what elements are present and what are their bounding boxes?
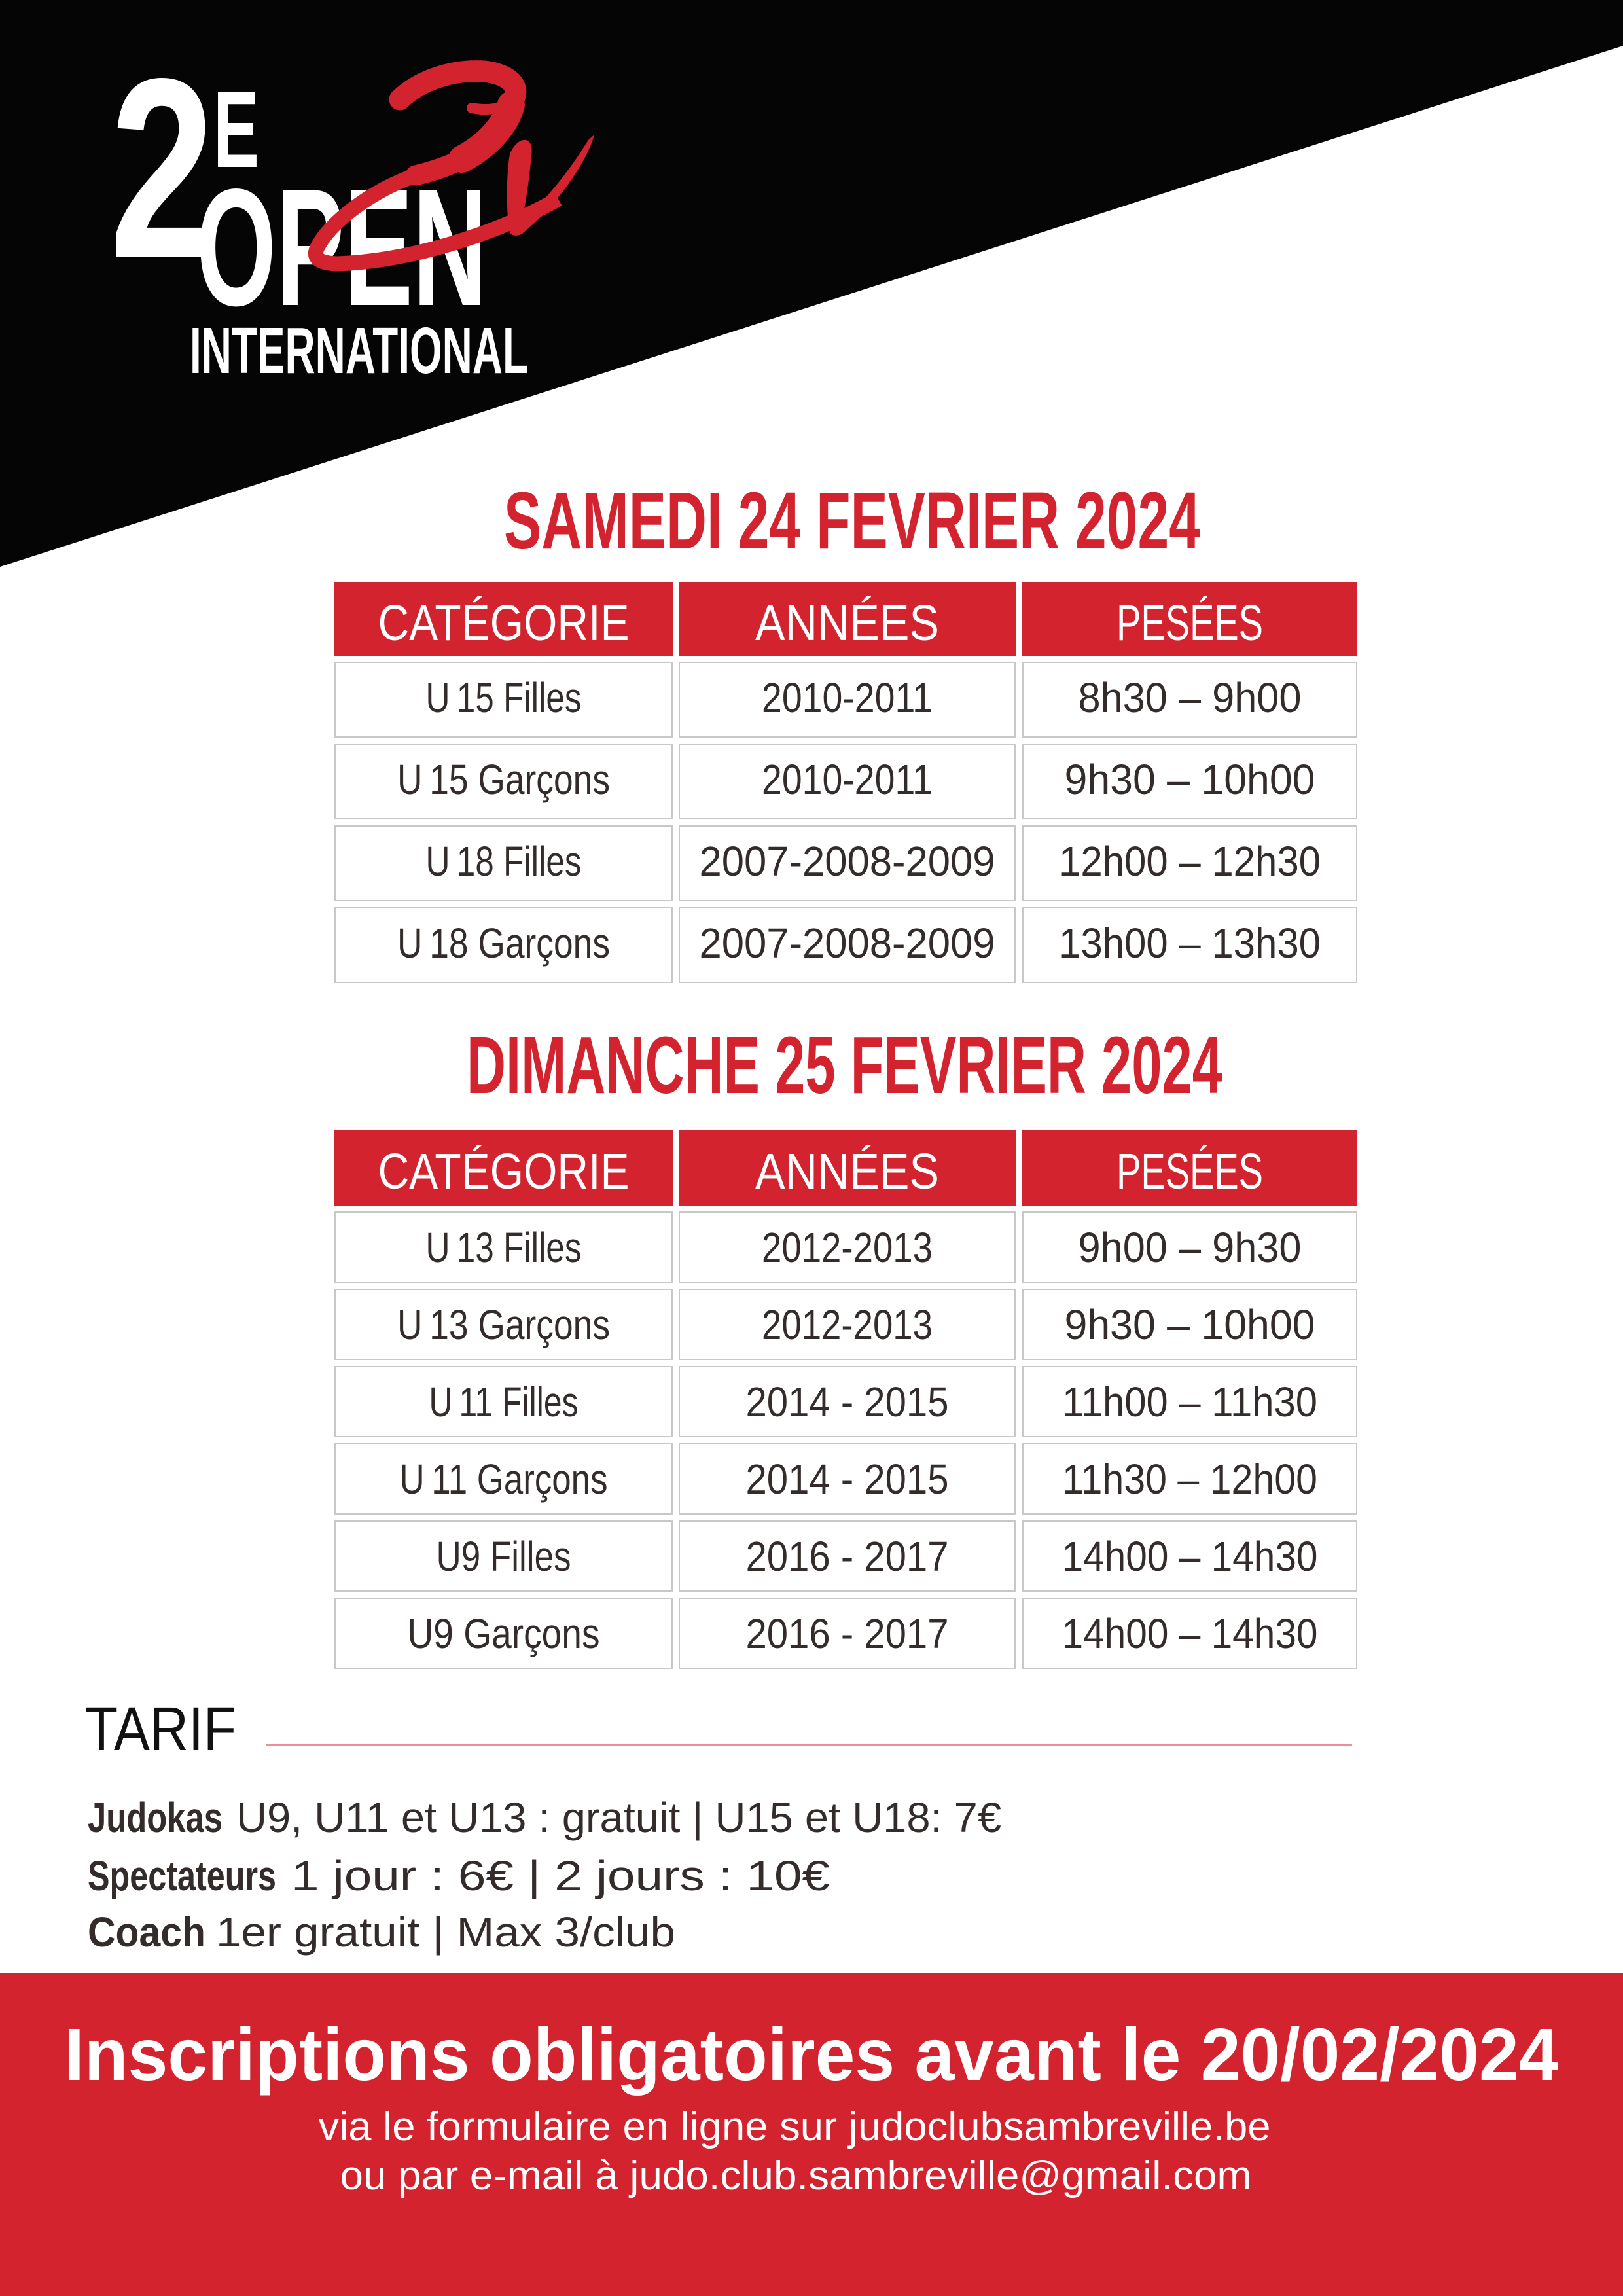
svg-text:2010-2011: 2010-2011 — [762, 674, 933, 721]
svg-text:U 18 Garçons: U 18 Garçons — [397, 920, 610, 967]
svg-text:Judokas: Judokas — [88, 1794, 223, 1841]
svg-text:Spectateurs: Spectateurs — [88, 1852, 276, 1899]
svg-text:8h30 – 9h00: 8h30 – 9h00 — [1079, 674, 1302, 721]
svg-text:DIMANCHE 25 FEVRIER 2024: DIMANCHE 25 FEVRIER 2024 — [467, 1021, 1222, 1111]
svg-text:U9, U11 et U13 : gratuit | U15: U9, U11 et U13 : gratuit | U15 et U18: 7… — [236, 1794, 1001, 1841]
svg-text:CATÉGORIE: CATÉGORIE — [378, 1143, 630, 1200]
svg-text:E: E — [213, 69, 259, 190]
svg-text:Inscriptions obligatoires avan: Inscriptions obligatoires avant le 20/02… — [65, 2013, 1559, 2096]
svg-text:U9 Garçons: U9 Garçons — [408, 1610, 600, 1657]
svg-text:INTERNATIONAL: INTERNATIONAL — [190, 314, 528, 387]
svg-text:9h30 – 10h00: 9h30 – 10h00 — [1065, 756, 1315, 803]
svg-text:2007-2008-2009: 2007-2008-2009 — [700, 920, 995, 967]
svg-text:1er gratuit | Max 3/club: 1er gratuit | Max 3/club — [216, 1909, 675, 1956]
svg-text:2: 2 — [110, 25, 215, 311]
svg-text:2014 - 2015: 2014 - 2015 — [746, 1456, 949, 1503]
svg-text:TARIF: TARIF — [85, 1695, 236, 1764]
svg-text:9h30 – 10h00: 9h30 – 10h00 — [1065, 1301, 1315, 1348]
svg-text:U 15 Garçons: U 15 Garçons — [397, 756, 610, 803]
svg-text:9h00 – 9h30: 9h00 – 9h30 — [1079, 1224, 1302, 1271]
svg-text:via le formulaire en ligne sur: via le formulaire en ligne sur judoclubs… — [319, 2104, 1271, 2149]
svg-text:2012-2013: 2012-2013 — [762, 1224, 933, 1271]
svg-text:U 13 Filles: U 13 Filles — [426, 1224, 582, 1271]
svg-text:2010-2011: 2010-2011 — [762, 756, 933, 803]
svg-text:12h00 – 12h30: 12h00 – 12h30 — [1059, 838, 1321, 885]
svg-text:U 11 Filles: U 11 Filles — [429, 1378, 579, 1426]
svg-text:2014 - 2015: 2014 - 2015 — [746, 1378, 949, 1426]
svg-text:14h00 – 14h30: 14h00 – 14h30 — [1062, 1533, 1318, 1580]
svg-text:U 18 Filles: U 18 Filles — [426, 838, 582, 885]
svg-text:Coach: Coach — [88, 1909, 205, 1956]
svg-text:PESÉES: PESÉES — [1116, 1143, 1263, 1200]
svg-text:1 jour : 6€ | 2 jours : 10€: 1 jour : 6€ | 2 jours : 10€ — [291, 1852, 830, 1899]
svg-text:14h00 – 14h30: 14h00 – 14h30 — [1062, 1610, 1318, 1657]
svg-text:U 11 Garçons: U 11 Garçons — [400, 1456, 608, 1503]
svg-text:2012-2013: 2012-2013 — [762, 1301, 933, 1348]
svg-text:U 13 Garçons: U 13 Garçons — [397, 1301, 610, 1348]
svg-text:SAMEDI 24 FEVRIER 2024: SAMEDI 24 FEVRIER 2024 — [504, 476, 1200, 566]
svg-text:ANNÉES: ANNÉES — [755, 595, 939, 651]
svg-text:2007-2008-2009: 2007-2008-2009 — [700, 838, 995, 885]
svg-text:ou par e-mail à judo.club.samb: ou par e-mail à judo.club.sambreville@gm… — [340, 2153, 1252, 2198]
svg-text:PESÉES: PESÉES — [1116, 595, 1263, 651]
svg-text:11h30 – 12h00: 11h30 – 12h00 — [1062, 1456, 1317, 1503]
svg-text:2016 - 2017: 2016 - 2017 — [746, 1533, 949, 1580]
svg-text:11h00 – 11h30: 11h00 – 11h30 — [1062, 1378, 1317, 1426]
svg-text:U9 Filles: U9 Filles — [437, 1533, 571, 1580]
svg-text:2016 - 2017: 2016 - 2017 — [746, 1610, 949, 1657]
svg-text:ANNÉES: ANNÉES — [755, 1143, 939, 1200]
svg-text:U 15 Filles: U 15 Filles — [426, 674, 582, 721]
svg-text:13h00 – 13h30: 13h00 – 13h30 — [1059, 920, 1321, 967]
svg-text:CATÉGORIE: CATÉGORIE — [378, 595, 630, 651]
